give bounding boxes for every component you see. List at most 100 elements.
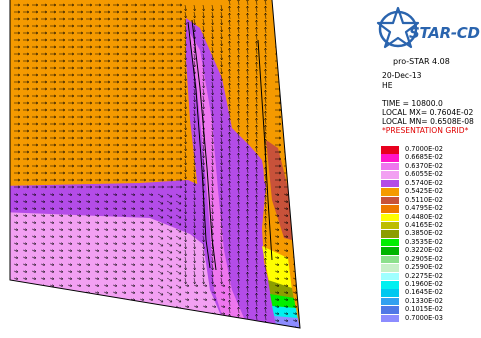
velocity-vector bbox=[67, 235, 73, 238]
velocity-vector bbox=[49, 214, 55, 217]
velocity-vector bbox=[184, 319, 190, 322]
velocity-vector bbox=[67, 200, 73, 203]
velocity-vector bbox=[148, 270, 154, 273]
velocity-vector bbox=[113, 108, 120, 112]
velocity-vector bbox=[58, 249, 64, 252]
contour-plot-viewport[interactable] bbox=[0, 0, 372, 338]
velocity-vector bbox=[228, 145, 231, 153]
velocity-vector bbox=[50, 178, 57, 182]
velocity-vector bbox=[255, 257, 258, 265]
velocity-vector bbox=[157, 312, 164, 317]
velocity-vector bbox=[228, 292, 231, 300]
velocity-vector bbox=[148, 235, 154, 238]
velocity-vector bbox=[255, 187, 258, 195]
velocity-vector bbox=[264, 89, 267, 97]
legend-swatch bbox=[381, 238, 399, 247]
velocity-vector bbox=[104, 157, 111, 161]
velocity-vector bbox=[184, 88, 187, 96]
velocity-vector bbox=[148, 193, 154, 196]
velocity-vector bbox=[112, 228, 118, 231]
velocity-vector bbox=[95, 101, 102, 105]
velocity-vector bbox=[86, 185, 93, 189]
velocity-vector bbox=[23, 10, 30, 14]
velocity-vector bbox=[121, 256, 127, 259]
velocity-vector bbox=[166, 319, 173, 324]
velocity-vector bbox=[237, 103, 240, 111]
legend-swatch bbox=[381, 289, 399, 297]
velocity-vector bbox=[14, 52, 21, 56]
velocity-vector bbox=[113, 38, 120, 42]
velocity-vector bbox=[85, 200, 91, 203]
velocity-vector bbox=[202, 39, 205, 47]
star-cd-logo: STAR-CD bbox=[376, 3, 480, 55]
velocity-vector bbox=[77, 171, 84, 175]
velocity-vector bbox=[140, 45, 147, 49]
velocity-vector bbox=[49, 221, 55, 224]
velocity-vector bbox=[237, 5, 240, 13]
velocity-vector bbox=[149, 129, 156, 133]
velocity-vector bbox=[112, 207, 118, 210]
velocity-vector bbox=[76, 221, 82, 224]
velocity-vector bbox=[167, 73, 174, 77]
velocity-vector bbox=[158, 122, 165, 126]
velocity-vector bbox=[167, 185, 174, 189]
velocity-vector bbox=[59, 10, 66, 14]
velocity-vector bbox=[67, 298, 73, 301]
velocity-vector bbox=[13, 256, 19, 259]
velocity-vector bbox=[77, 115, 84, 119]
velocity-vector bbox=[86, 108, 93, 112]
velocity-vector bbox=[158, 3, 165, 7]
velocity-vector bbox=[95, 3, 102, 7]
velocity-vector bbox=[121, 291, 127, 294]
velocity-vector bbox=[193, 88, 196, 96]
velocity-vector bbox=[149, 94, 156, 98]
velocity-vector bbox=[49, 256, 55, 259]
velocity-vector bbox=[50, 52, 57, 56]
velocity-vector bbox=[68, 73, 75, 77]
velocity-vector bbox=[113, 45, 120, 49]
velocity-vector bbox=[264, 250, 267, 258]
velocity-vector bbox=[246, 103, 249, 111]
velocity-vector bbox=[148, 263, 154, 266]
velocity-vector bbox=[166, 249, 173, 254]
velocity-vector bbox=[148, 242, 154, 245]
velocity-vector bbox=[246, 243, 249, 251]
velocity-vector bbox=[104, 38, 111, 42]
velocity-vector bbox=[32, 157, 39, 161]
velocity-vector bbox=[149, 38, 156, 42]
velocity-vector bbox=[246, 215, 249, 223]
velocity-vector bbox=[85, 193, 91, 196]
velocity-vector bbox=[112, 277, 118, 280]
local-max-label: LOCAL MX= 0.7604E-02 bbox=[382, 108, 474, 117]
velocity-vector bbox=[112, 305, 118, 308]
velocity-vector bbox=[94, 270, 100, 273]
velocity-vector bbox=[157, 193, 164, 198]
velocity-vector bbox=[211, 67, 214, 75]
velocity-vector bbox=[158, 31, 165, 35]
velocity-vector bbox=[274, 312, 280, 315]
velocity-vector bbox=[112, 242, 118, 245]
velocity-vector bbox=[157, 221, 164, 226]
velocity-vector bbox=[158, 80, 165, 84]
velocity-vector bbox=[202, 235, 205, 243]
velocity-vector bbox=[68, 122, 75, 126]
velocity-vector bbox=[85, 319, 91, 322]
velocity-vector bbox=[246, 306, 249, 314]
velocity-vector bbox=[130, 277, 136, 280]
velocity-vector bbox=[23, 73, 30, 77]
velocity-vector bbox=[255, 201, 258, 209]
velocity-vector bbox=[176, 17, 183, 21]
velocity-vector bbox=[176, 157, 183, 161]
velocity-vector bbox=[131, 87, 138, 91]
velocity-vector bbox=[184, 214, 187, 222]
velocity-vector bbox=[121, 235, 127, 238]
velocity-vector bbox=[220, 235, 223, 243]
velocity-vector bbox=[32, 3, 39, 7]
velocity-vector bbox=[40, 326, 46, 328]
velocity-vector bbox=[237, 19, 240, 27]
velocity-vector bbox=[167, 10, 174, 14]
velocity-vector bbox=[67, 291, 73, 294]
velocity-vector bbox=[32, 38, 39, 42]
velocity-vector bbox=[284, 80, 291, 84]
velocity-vector bbox=[95, 122, 102, 126]
